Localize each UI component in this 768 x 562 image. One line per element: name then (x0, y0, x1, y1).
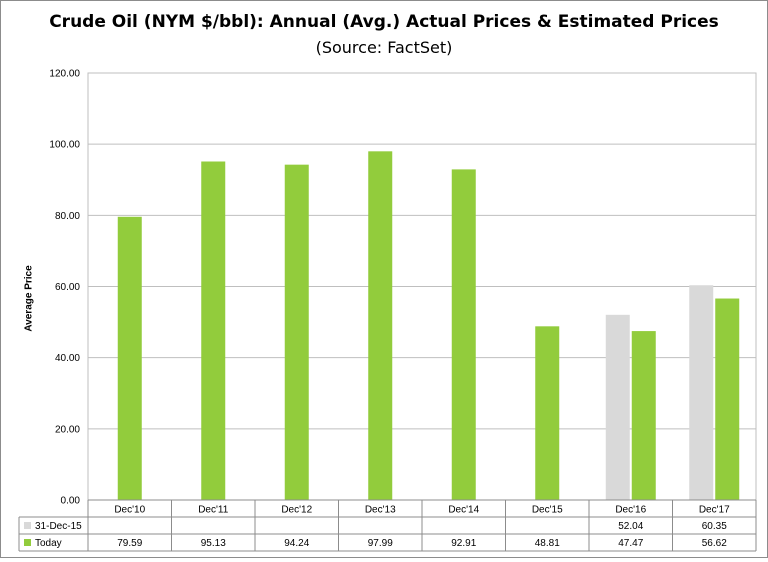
x-tick-label: Dec'13 (365, 505, 396, 516)
y-tick-label: 40.00 (55, 353, 80, 364)
chart-title: Crude Oil (NYM $/bbl): Annual (Avg.) Act… (49, 12, 719, 32)
x-tick-label: Dec'15 (532, 505, 563, 516)
y-tick-label: 60.00 (55, 282, 80, 293)
bar-today (715, 298, 740, 500)
data-label: 94.24 (284, 538, 309, 549)
y-axis-label: Average Price (23, 265, 35, 332)
y-tick-label: 20.00 (55, 424, 80, 435)
y-tick-label: 120.00 (49, 69, 80, 80)
bar-today (284, 164, 309, 501)
legend-31-dec-15-swatch (24, 522, 31, 529)
data-label: 47.47 (618, 538, 643, 549)
bar-today (631, 331, 656, 500)
legend-31-dec-15: 31-Dec-15 (35, 521, 82, 532)
bar-31-dec-15 (605, 314, 630, 500)
x-tick-label: Dec'10 (114, 505, 145, 516)
y-tick-label: 80.00 (55, 211, 80, 222)
x-tick-label: Dec'16 (615, 505, 646, 516)
data-label: 92.91 (451, 538, 476, 549)
bar-today (117, 216, 142, 501)
data-label: 60.35 (702, 521, 727, 532)
legend-today-swatch (24, 539, 31, 546)
y-tick-label: 0.00 (61, 496, 81, 507)
bar-today (201, 161, 226, 501)
data-label: 56.62 (702, 538, 727, 549)
data-label: 48.81 (535, 538, 560, 549)
data-label: 79.59 (117, 538, 142, 549)
x-tick-label: Dec'12 (281, 505, 312, 516)
legend-today: Today (35, 538, 62, 549)
chart-subtitle: (Source: FactSet) (315, 38, 453, 57)
data-label: 97.99 (368, 538, 393, 549)
x-tick-label: Dec'17 (699, 505, 730, 516)
x-tick-label: Dec'11 (198, 505, 229, 516)
x-tick-label: Dec'14 (448, 505, 479, 516)
bar-today (451, 169, 476, 500)
data-label: 95.13 (201, 538, 226, 549)
bar-today (535, 326, 560, 500)
bar-today (368, 151, 393, 501)
bar-31-dec-15 (689, 285, 714, 500)
y-tick-label: 100.00 (49, 140, 80, 151)
data-label: 52.04 (618, 521, 643, 532)
